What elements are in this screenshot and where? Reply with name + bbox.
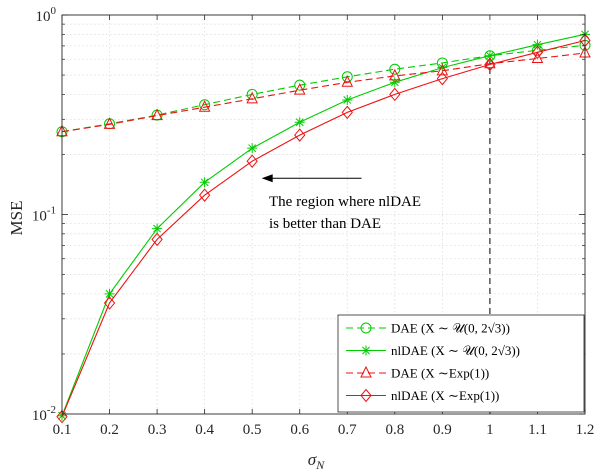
data-point	[104, 288, 115, 299]
data-point	[294, 117, 305, 128]
x-tick-label: 1.2	[576, 422, 595, 438]
x-tick-label: 0.2	[100, 422, 119, 438]
annotation-arrow-head	[261, 174, 273, 183]
data-point	[532, 39, 543, 50]
legend-label: DAE (X ∼ 𝒰(0, 2√3))	[391, 321, 510, 336]
data-point	[152, 223, 163, 234]
data-point	[247, 143, 258, 154]
legend: DAE (X ∼ 𝒰(0, 2√3)) nlDAE (X ∼ 𝒰(0, 2√3))…	[337, 314, 585, 413]
y-tick-base: 10	[36, 9, 51, 25]
x-tick-label: 0.6	[290, 422, 309, 438]
legend-label: nlDAE (X ∼ 𝒰(0, 2√3))	[391, 343, 520, 358]
x-tick-label: 0.9	[433, 422, 452, 438]
legend-marker	[360, 365, 372, 378]
data-point	[484, 50, 495, 61]
y-tick-exponent: -2	[47, 404, 56, 416]
x-tick-label: 1.1	[528, 422, 547, 438]
data-point	[389, 68, 401, 81]
x-tick-label: 0.5	[243, 422, 262, 438]
y-tick-label: 10-2	[32, 404, 56, 424]
y-tick-exponent: 0	[51, 5, 57, 17]
legend-marker	[360, 388, 372, 403]
data-point	[103, 117, 116, 129]
annotation-line-1: The region where nlDAE	[269, 194, 421, 210]
x-tick-label: 0.8	[385, 422, 404, 438]
y-tick-base: 10	[32, 408, 47, 424]
data-point	[246, 91, 258, 104]
data-point	[389, 87, 401, 102]
x-axis-title-subscript: N	[315, 458, 325, 472]
x-tick-label: 0.4	[195, 422, 214, 438]
data-point	[103, 296, 116, 310]
y-tick-base: 10	[32, 209, 47, 225]
data-point	[341, 105, 353, 120]
series-line	[61, 39, 586, 417]
data-point	[246, 154, 258, 168]
legend-marker	[360, 322, 372, 334]
series-line	[61, 33, 586, 416]
x-tick-label: 0.7	[338, 422, 357, 438]
data-point	[531, 51, 544, 64]
data-point	[389, 63, 401, 75]
data-point	[436, 63, 449, 76]
series-4	[56, 33, 591, 424]
x-axis-title-symbol: σ	[308, 450, 317, 469]
y-tick-exponent: -1	[47, 205, 56, 217]
data-point	[151, 232, 163, 247]
data-point	[389, 77, 400, 88]
data-point	[199, 99, 211, 111]
x-tick-label: 0.1	[53, 422, 72, 438]
data-point	[151, 108, 163, 121]
data-point	[294, 128, 306, 142]
data-point	[198, 100, 211, 112]
data-point	[437, 62, 448, 73]
data-point	[246, 88, 258, 100]
data-point	[341, 75, 354, 87]
y-tick-label: 100	[36, 5, 57, 25]
data-point	[199, 177, 210, 188]
legend-marker	[361, 345, 371, 356]
axis-ticks: 0.1 0.2 0.3 0.4 0.5 0.6 0.7 0.8 0.9 1 1.1 1.210-210…	[32, 5, 595, 438]
x-axis-title: σN	[308, 450, 325, 472]
data-point	[56, 409, 68, 424]
data-point	[294, 79, 306, 91]
data-point	[484, 56, 496, 69]
y-axis-title: MSE	[7, 201, 26, 236]
data-point	[198, 188, 211, 202]
annotation-line-2: is better than DAE	[269, 216, 381, 232]
series-layer	[56, 29, 591, 424]
data-point	[293, 83, 306, 95]
annotation: The region where nlDAE is better than DA…	[261, 174, 421, 232]
x-tick-label: 1	[486, 422, 494, 438]
x-tick-label: 0.3	[148, 422, 167, 438]
legend-label: DAE (X ∼Exp(1))	[391, 366, 489, 381]
data-point	[531, 45, 544, 60]
legend-label: nlDAE (X ∼Exp(1))	[391, 388, 499, 403]
data-point	[484, 57, 496, 72]
data-point	[342, 94, 353, 105]
y-tick-label: 10-1	[32, 205, 56, 225]
data-point	[436, 71, 449, 86]
